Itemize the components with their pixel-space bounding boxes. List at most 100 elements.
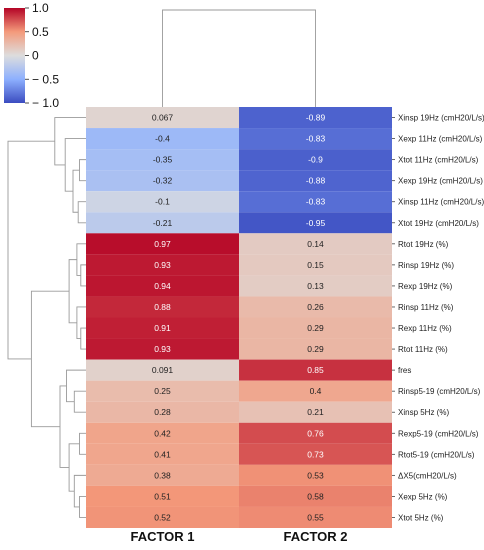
cell-value-label: 0.41 [154, 449, 171, 459]
row-label: Rexp5-19 (cmH20/L/s) [398, 429, 479, 438]
heatmap-cell [239, 275, 392, 297]
cell-value-label: -0.88 [306, 176, 326, 186]
row-dendrogram-link [73, 474, 86, 508]
heatmap-cell [239, 464, 392, 486]
row-dendrogram-link [79, 159, 86, 182]
heatmap-cell [239, 401, 392, 423]
row-dendrogram-link [54, 117, 86, 166]
cell-value-label: 0.29 [307, 344, 324, 354]
heatmap-cell [239, 317, 392, 339]
heatmap-cell [239, 107, 392, 129]
row-dendrogram-link [76, 243, 86, 276]
colorbar-gradient [4, 8, 25, 103]
row-label: Rtot 11Hz (%) [398, 345, 448, 354]
column-labels: FACTOR 1 FACTOR 2 [130, 529, 347, 544]
row-dendrogram [7, 117, 86, 518]
cell-value-label: 0.42 [154, 428, 171, 438]
cell-value-label: -0.32 [153, 176, 173, 186]
row-dendrogram-link [59, 385, 70, 468]
cell-value-label: 0.28 [154, 407, 171, 417]
heatmap-cell [86, 422, 239, 444]
heatmap-cell [239, 338, 392, 360]
cell-value-label: -0.83 [306, 197, 326, 207]
colorbar-tick-label: 0.5 [32, 25, 49, 39]
row-label: Xtot 11Hz (cmH20/L/s) [398, 156, 479, 165]
row-label: Xinsp 5Hz (%) [398, 408, 449, 417]
cell-value-label: 0.94 [154, 281, 171, 291]
heatmap-cell [86, 170, 239, 192]
row-label: Rtot5-19 (cmH20/L/s) [398, 450, 475, 459]
row-label: Xexp 19Hz (cmH20/L/s) [398, 177, 483, 186]
row-dendrogram-link [68, 259, 77, 324]
cell-value-label: 0.51 [154, 491, 171, 501]
cell-value-label: 0.52 [154, 512, 171, 522]
cell-value-label: -0.21 [153, 218, 173, 228]
row-label: Rinsp 11Hz (%) [398, 303, 454, 312]
row-label: Xexp 11Hz (cmH20/L/s) [398, 135, 483, 144]
row-label: ΔX5(cmH20/L/s) [398, 471, 457, 480]
cell-value-label: 0.91 [154, 323, 171, 333]
heatmap-cell [239, 212, 392, 234]
cell-value-label: 0.76 [307, 428, 324, 438]
cell-value-label: -0.9 [308, 155, 323, 165]
row-dendrogram-link [80, 264, 86, 287]
row-dendrogram-link [79, 495, 86, 518]
cell-value-label: 0.58 [307, 491, 324, 501]
heatmap-cell [86, 107, 239, 129]
heatmap-cell [239, 380, 392, 402]
row-label: Xinsp 19Hz (cmH20/L/s) [398, 114, 484, 123]
row-label: Xtot 19Hz (cmH20/L/s) [398, 219, 479, 228]
cell-value-label: 0.25 [154, 386, 171, 396]
colorbar-tick-label: − 1.0 [32, 96, 59, 110]
heatmap-cell [239, 359, 392, 381]
cell-value-label: -0.95 [306, 218, 326, 228]
colorbar: 1.0 0.5 0 − 0.5 − 1.0 [4, 1, 59, 110]
heatmap-cell [239, 254, 392, 276]
heatmap-cell [239, 296, 392, 318]
cell-value-label: 0.97 [154, 239, 171, 249]
heatmap-cell [86, 128, 239, 150]
cell-value-label: 0.93 [154, 344, 171, 354]
heatmap-cell [86, 443, 239, 465]
column-label: FACTOR 2 [283, 529, 347, 544]
cell-value-label: 0.26 [307, 302, 324, 312]
row-label: Rtot 19Hz (%) [398, 240, 449, 249]
heatmap-cell [86, 359, 239, 381]
cell-value-label: 0.53 [307, 470, 324, 480]
row-label: Rexp 19Hz (%) [398, 282, 453, 291]
cell-value-label: 0.55 [307, 512, 324, 522]
cell-value-label: -0.1 [155, 197, 170, 207]
cell-value-label: 0.067 [152, 113, 174, 123]
cell-value-label: 0.21 [307, 407, 324, 417]
cell-value-label: 0.15 [307, 260, 324, 270]
row-label: fres [398, 366, 411, 375]
heatmap-cell [86, 191, 239, 213]
row-label: Rinsp5-19 (cmH20/L/s) [398, 387, 481, 396]
cell-value-label: 0.88 [154, 302, 171, 312]
column-label: FACTOR 1 [130, 529, 194, 544]
heatmap-cell [86, 401, 239, 423]
row-label: Rexp 11Hz (%) [398, 324, 452, 333]
heatmap-cell [86, 296, 239, 318]
heatmap-cell [239, 170, 392, 192]
colorbar-tick-label: − 0.5 [32, 72, 59, 86]
cell-value-label: -0.89 [306, 113, 326, 123]
row-dendrogram-link [64, 138, 86, 192]
row-dendrogram-link [76, 306, 86, 339]
row-dendrogram-link [7, 140, 55, 360]
cell-value-label: 0.73 [307, 449, 324, 459]
heatmap-cell [86, 338, 239, 360]
heatmap-cell [86, 317, 239, 339]
heatmap-cell [86, 506, 239, 528]
heatmap-cell [239, 233, 392, 255]
cell-value-label: 0.85 [307, 365, 324, 375]
heatmap-cell [86, 275, 239, 297]
cell-value-label: -0.83 [306, 134, 326, 144]
heatmap-cell [239, 485, 392, 507]
row-labels: Xinsp 19Hz (cmH20/L/s) Xexp 11Hz (cmH20/L… [392, 114, 484, 522]
cell-value-label: 0.29 [307, 323, 324, 333]
heatmap-cells: 0.067 -0.89 -0.4 -0.83 -0.35 -0.9 -0.32 -0.88 -0… [86, 107, 392, 528]
heatmap-cell [86, 233, 239, 255]
cell-value-label: 0.4 [310, 386, 322, 396]
